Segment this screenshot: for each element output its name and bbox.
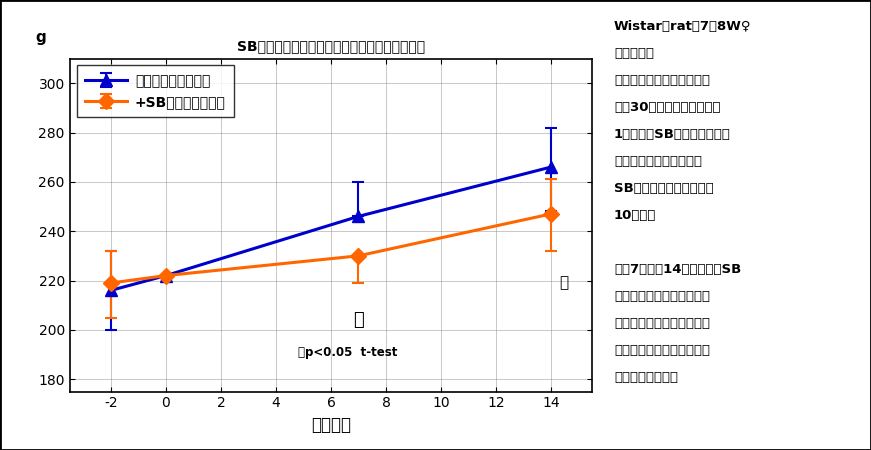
Text: 飼料の組成：高脂肪食は、: 飼料の組成：高脂肪食は、 <box>614 74 710 87</box>
Text: （ｎ＝９）: （ｎ＝９） <box>614 47 654 60</box>
Text: 脂肪30％＋コレステロール: 脂肪30％＋コレステロール <box>614 101 720 114</box>
X-axis label: 投与日数: 投与日数 <box>311 416 351 434</box>
Text: 粉末添加食は高脂肪食に: 粉末添加食は高脂肪食に <box>614 155 702 168</box>
Text: ＊p<0.05  t-test: ＊p<0.05 t-test <box>298 346 397 359</box>
Title: SBヤマブシタケ微粉末食摂取後のラット体重値: SBヤマブシタケ微粉末食摂取後のラット体重値 <box>237 39 425 53</box>
Text: 果が期待出来る。: 果が期待出来る。 <box>614 371 678 384</box>
Text: ＊: ＊ <box>353 311 364 329</box>
Text: g: g <box>36 30 46 45</box>
Text: 1％添加、SBヤマブシタケ微: 1％添加、SBヤマブシタケ微 <box>614 128 731 141</box>
Text: ＊: ＊ <box>559 275 569 290</box>
Text: 投与7日後、14日後ともにSB: 投与7日後、14日後ともにSB <box>614 263 741 276</box>
Text: ヤマブシタケ微粉末投与群: ヤマブシタケ微粉末投与群 <box>614 290 710 303</box>
Legend: 高脂肪添加食投与群, +SBヤマブシタケ群: 高脂肪添加食投与群, +SBヤマブシタケ群 <box>77 65 234 117</box>
Text: 10％添加: 10％添加 <box>614 209 657 222</box>
Text: SBヤマブシタケ微粉末を: SBヤマブシタケ微粉末を <box>614 182 714 195</box>
Text: の体重値の上昇が抑制され: の体重値の上昇が抑制され <box>614 317 710 330</box>
Text: Wistar　rat　7〜8W♀: Wistar rat 7〜8W♀ <box>614 20 752 33</box>
Text: た。この結果、肥満防止効: た。この結果、肥満防止効 <box>614 344 710 357</box>
